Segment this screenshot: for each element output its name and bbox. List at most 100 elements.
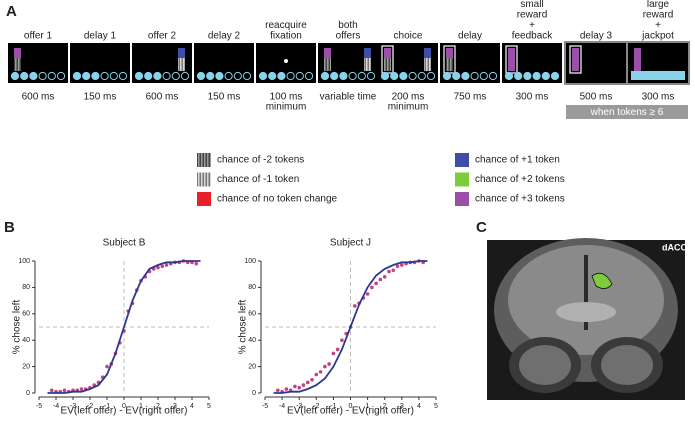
bar-outline: [569, 45, 582, 74]
token: [348, 71, 357, 81]
stage-label: offer 2: [148, 31, 177, 42]
y-tick-label: 40: [22, 337, 30, 344]
token: [224, 71, 233, 81]
x-tick-label: 5: [434, 403, 438, 410]
fit-line: [273, 260, 428, 394]
data-point: [335, 347, 340, 352]
brain-image: dACC: [487, 238, 687, 400]
data-point: [352, 304, 357, 308]
token: [295, 71, 304, 81]
data-point: [305, 380, 310, 385]
region-label: dACC: [662, 242, 687, 252]
x-tick-label: -1: [104, 403, 110, 410]
x-axis-label: EV(left offer) - EV(right offer): [61, 406, 188, 417]
offer-stripes: [178, 58, 185, 71]
token: [29, 71, 38, 81]
token: [366, 71, 376, 81]
token: [180, 71, 190, 81]
legend-label: chance of +1 token: [475, 155, 560, 166]
offer-top: [324, 48, 331, 58]
data-point: [297, 385, 302, 390]
token: [56, 71, 66, 81]
stage-duration: 100 ms: [270, 92, 303, 103]
token: [242, 71, 252, 81]
y-tick-label: 20: [248, 363, 256, 370]
data-point: [323, 364, 327, 369]
fit-line: [47, 260, 201, 394]
token: [532, 71, 541, 81]
data-point: [340, 338, 344, 343]
data-point: [331, 351, 336, 356]
stage-label: +: [529, 20, 535, 31]
token: [144, 71, 153, 81]
x-tick-label: 1: [366, 403, 370, 410]
y-tick-label: 40: [248, 337, 256, 344]
stage-label: offer 1: [24, 31, 53, 42]
token: [153, 71, 162, 81]
data-point: [284, 387, 289, 391]
stage-label: jackpot: [641, 31, 674, 42]
data-point: [310, 378, 314, 382]
x-tick-label: 5: [207, 403, 211, 410]
offer-top: [508, 48, 515, 71]
data-point: [164, 263, 169, 267]
stage-duration: 150 ms: [84, 92, 117, 103]
data-point: [378, 277, 383, 282]
token: [461, 71, 470, 81]
legend-label: chance of +2 tokens: [475, 174, 565, 185]
x-tick-label: 0: [349, 403, 353, 410]
token: [215, 71, 224, 81]
data-point: [365, 292, 370, 296]
panel-label: B: [4, 219, 15, 236]
stage-label: offers: [336, 31, 361, 42]
data-point: [62, 388, 67, 393]
stage-label: fixation: [270, 31, 302, 42]
x-tick-label: -3: [70, 403, 76, 410]
data-point: [400, 263, 404, 267]
x-tick-label: 4: [190, 403, 194, 410]
token: [10, 71, 20, 81]
stage-duration: 500 ms: [580, 92, 613, 103]
legend-swatch: [455, 192, 469, 206]
x-tick-label: -4: [53, 403, 59, 410]
stage-label: reward: [643, 10, 674, 21]
stage-duration: 750 ms: [454, 92, 487, 103]
token: [330, 71, 339, 81]
fixation-point: [284, 59, 288, 63]
token: [118, 71, 128, 81]
token: [286, 71, 295, 81]
x-tick-label: 0: [122, 403, 126, 410]
x-tick-label: -2: [313, 403, 319, 410]
token: [233, 71, 242, 81]
token: [320, 71, 330, 81]
y-tick-label: 100: [18, 258, 30, 265]
stage-label: small: [520, 0, 543, 10]
token: [47, 71, 56, 81]
data-point: [370, 285, 374, 290]
x-tick-label: -1: [330, 403, 336, 410]
stage-label: delay 2: [208, 31, 241, 42]
offer-top: [384, 48, 391, 58]
y-tick-label: 100: [244, 258, 256, 265]
stage-duration: minimum: [388, 102, 429, 113]
token: [258, 71, 268, 81]
x-tick-label: 2: [383, 403, 387, 410]
y-tick-label: 0: [26, 390, 30, 397]
stage-label: reacquire: [265, 20, 307, 31]
token: [550, 71, 560, 81]
token: [390, 71, 399, 81]
token: [20, 71, 29, 81]
offer-top: [424, 48, 431, 58]
legend-swatch: [197, 172, 211, 187]
x-axis-label: EV(left offer) - EV(right offer): [287, 406, 414, 417]
y-tick-label: 80: [248, 284, 256, 291]
stage-duration: 300 ms: [642, 92, 675, 103]
stage-duration: 150 ms: [208, 92, 241, 103]
legend-swatch: [197, 153, 211, 167]
token: [100, 71, 109, 81]
token: [470, 71, 479, 81]
token: [408, 71, 417, 81]
stage-label: reward: [517, 10, 548, 21]
token: [357, 71, 366, 81]
chart-title: Subject B: [103, 238, 146, 249]
